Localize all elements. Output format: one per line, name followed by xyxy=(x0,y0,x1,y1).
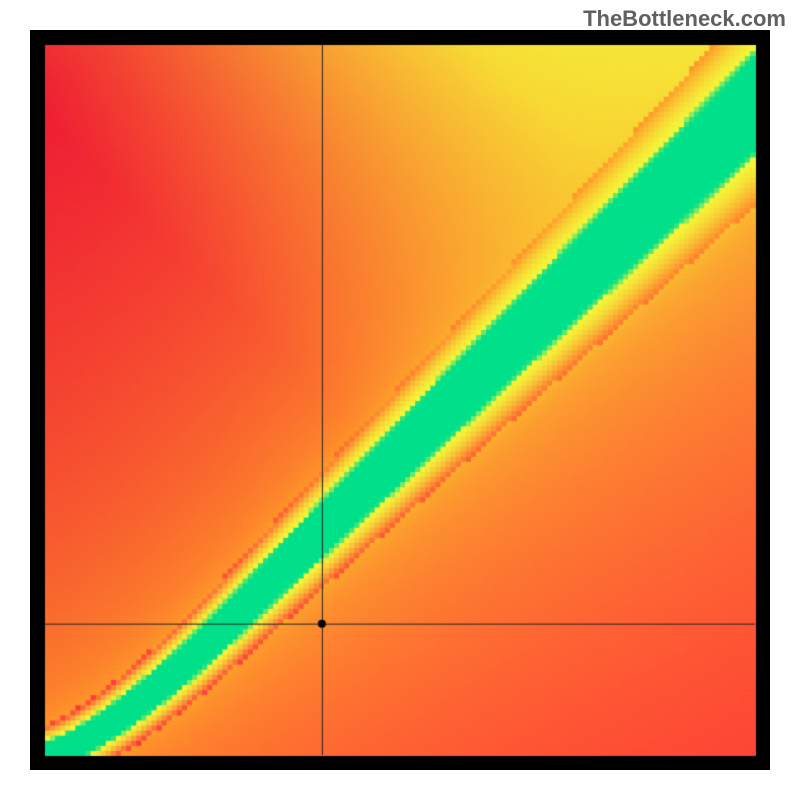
watermark-text: TheBottleneck.com xyxy=(583,6,786,32)
bottleneck-heatmap xyxy=(30,30,770,770)
chart-container: TheBottleneck.com xyxy=(0,0,800,800)
chart-frame xyxy=(30,30,770,770)
